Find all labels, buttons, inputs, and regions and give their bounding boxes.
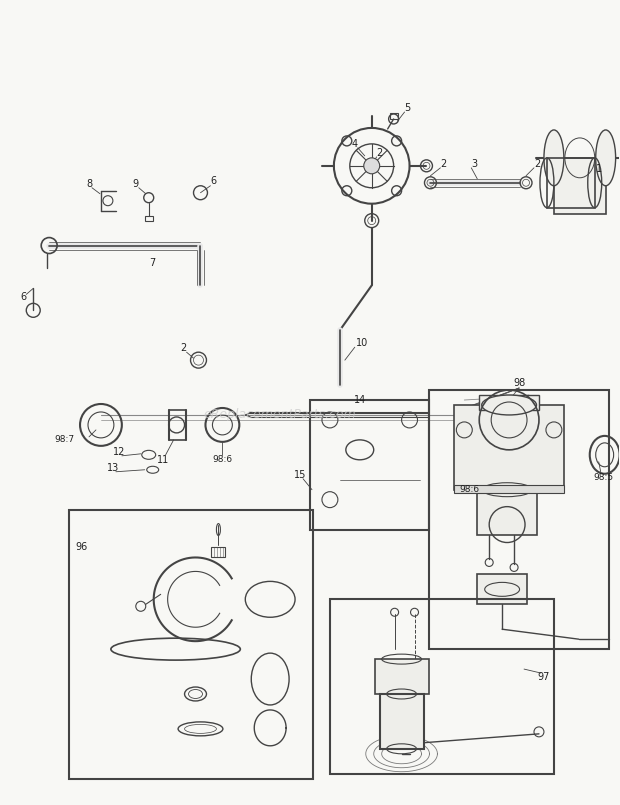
Bar [477, 575, 527, 605]
Text: 9: 9 [133, 179, 139, 188]
Bar [554, 158, 606, 213]
Bar [454, 405, 564, 489]
Text: 98:6: 98:6 [212, 456, 232, 464]
Text: 97: 97 [538, 672, 550, 682]
Text: eReplacementParts.com: eReplacementParts.com [204, 408, 356, 422]
Bar [477, 489, 537, 535]
Text: 12: 12 [113, 447, 125, 456]
Bar [330, 599, 554, 774]
Circle shape [364, 158, 379, 174]
Ellipse shape [544, 130, 564, 186]
Bar [479, 395, 539, 410]
Text: 2: 2 [376, 148, 383, 158]
Text: 7: 7 [149, 258, 156, 269]
Bar [547, 158, 595, 208]
Ellipse shape [596, 130, 616, 186]
Text: 6: 6 [20, 292, 27, 303]
Bar [144, 216, 153, 221]
Text: 6: 6 [210, 175, 216, 186]
Text: 98:6: 98:6 [459, 485, 479, 494]
Text: 1: 1 [596, 163, 602, 174]
Bar [379, 694, 425, 749]
Text: 98:5: 98:5 [593, 473, 614, 482]
Bar [69, 510, 313, 778]
Bar [454, 485, 564, 493]
Text: 13: 13 [107, 463, 119, 473]
Text: 10: 10 [356, 338, 368, 349]
Text: 8: 8 [86, 179, 92, 188]
Text: 98: 98 [513, 378, 525, 388]
Text: 3: 3 [471, 159, 477, 169]
Bar [374, 659, 430, 694]
Text: 5: 5 [404, 103, 410, 113]
Text: 15: 15 [294, 470, 306, 480]
Text: 96: 96 [75, 543, 87, 552]
Text: 2: 2 [534, 159, 540, 169]
Text: 98:7: 98:7 [54, 436, 74, 444]
Text: 2: 2 [440, 159, 446, 169]
Text: 14: 14 [353, 395, 366, 405]
Text: 4: 4 [352, 139, 358, 149]
Bar [430, 390, 609, 649]
Bar [211, 547, 226, 558]
Text: 2: 2 [180, 343, 187, 353]
Bar [389, 113, 397, 119]
Bar [310, 400, 430, 530]
Ellipse shape [482, 395, 536, 415]
Text: 11: 11 [156, 455, 169, 464]
